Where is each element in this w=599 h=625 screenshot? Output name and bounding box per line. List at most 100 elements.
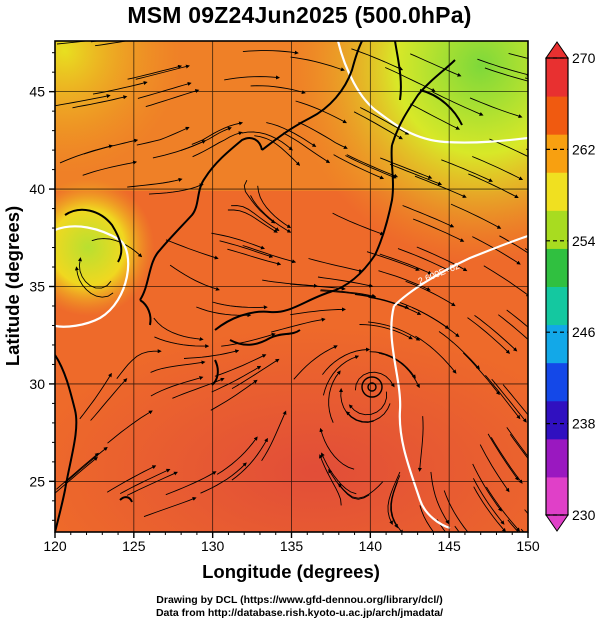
streamline — [354, 371, 395, 391]
streamline — [298, 121, 348, 149]
streamline — [261, 410, 287, 462]
streamline — [72, 95, 128, 109]
streamline — [83, 138, 139, 155]
y-tick-label: 30 — [29, 376, 45, 392]
streamline — [106, 465, 157, 493]
streamline — [483, 265, 528, 297]
streamline — [214, 354, 267, 377]
colorbar-segment — [546, 172, 568, 211]
streamline — [387, 471, 401, 525]
colorbar-segment — [546, 96, 568, 135]
streamline — [354, 294, 410, 309]
streamline — [153, 317, 204, 342]
x-axis-label: Longitude (degrees) — [202, 561, 380, 582]
streamline — [216, 436, 258, 475]
streamline — [137, 81, 192, 99]
streamline — [389, 163, 443, 186]
streamline — [368, 321, 421, 341]
streamline — [107, 410, 153, 444]
streamline — [241, 131, 293, 151]
streamline — [319, 454, 342, 506]
streamline — [320, 452, 357, 495]
contour-260 — [55, 41, 528, 530]
colorbar-segment — [546, 58, 568, 97]
streamline — [231, 205, 280, 231]
colorbar-segment — [546, 210, 568, 249]
streamline — [410, 53, 462, 77]
streamline — [430, 471, 450, 525]
streamline — [211, 232, 265, 250]
colorbar-tick-label: 246 — [572, 324, 596, 340]
wind-streamlines — [55, 41, 528, 532]
streamline — [127, 177, 183, 188]
streamline — [477, 58, 528, 77]
streamline — [379, 253, 433, 275]
streamline — [257, 185, 292, 229]
streamline — [485, 375, 521, 420]
colorbar-tick-label: 262 — [572, 141, 596, 157]
streamline — [359, 107, 410, 135]
colorbar: 270 262 254 246 238 230 — [545, 41, 596, 532]
streamline — [250, 195, 292, 233]
y-axis: 25 30 35 40 45 — [29, 52, 55, 521]
streamline — [380, 157, 433, 179]
streamline — [227, 248, 282, 266]
streamline — [183, 349, 240, 359]
x-tick-label: 135 — [280, 538, 304, 554]
streamline — [150, 376, 204, 397]
streamline — [432, 91, 484, 116]
credit-drawing: Drawing by DCL (https://www.gfd-dennou.o… — [156, 594, 443, 606]
streamline — [473, 478, 505, 525]
streamline — [211, 365, 262, 393]
streamline — [345, 403, 391, 423]
streamline — [243, 180, 276, 224]
streamline — [242, 245, 297, 264]
streamline — [212, 301, 268, 310]
colorbar-tick-label: 230 — [572, 507, 596, 523]
streamline — [506, 427, 528, 458]
streamline — [474, 315, 518, 352]
streamline — [390, 475, 401, 529]
colorbar-segment — [546, 286, 568, 326]
streamline — [491, 378, 527, 423]
y-tick-label: 45 — [29, 84, 45, 100]
colorbar-segment — [546, 134, 568, 173]
colorbar-segment — [546, 400, 568, 440]
colorbar-tick-label: 238 — [572, 416, 596, 432]
colorbar-segment — [546, 476, 568, 516]
gridlines — [55, 41, 528, 532]
y-tick-label: 35 — [29, 279, 45, 295]
colorbar-segment — [546, 362, 568, 402]
streamline — [410, 103, 461, 130]
colorbar-segment — [546, 248, 568, 287]
streamline — [191, 121, 244, 145]
x-tick-label: 145 — [437, 538, 461, 554]
streamline — [412, 218, 465, 242]
streamline — [319, 427, 355, 470]
streamline — [473, 486, 507, 532]
streamline — [333, 154, 385, 180]
colorbar-segment — [546, 324, 568, 364]
streamline — [345, 155, 397, 179]
streamline — [210, 379, 258, 411]
streamline — [293, 345, 338, 380]
streamline — [368, 296, 422, 315]
streamline — [416, 246, 468, 272]
streamline — [397, 248, 450, 271]
streamline — [271, 317, 326, 333]
streamline — [479, 444, 510, 493]
streamline — [469, 97, 523, 118]
colorbar-segment — [546, 438, 568, 478]
streamline — [82, 160, 138, 176]
streamline — [56, 452, 99, 490]
streamline — [126, 471, 178, 496]
streamline — [290, 56, 345, 72]
streamline — [487, 433, 519, 481]
streamline — [472, 463, 502, 512]
streamline — [145, 89, 200, 108]
colorbar-max-arrow — [545, 41, 569, 59]
streamline — [509, 434, 528, 460]
streamline — [221, 332, 276, 347]
map-title: MSM 09Z24Jun2025 (500.0hPa) — [127, 2, 472, 28]
x-axis: 120 125 130 135 140 145 150 — [43, 532, 540, 554]
